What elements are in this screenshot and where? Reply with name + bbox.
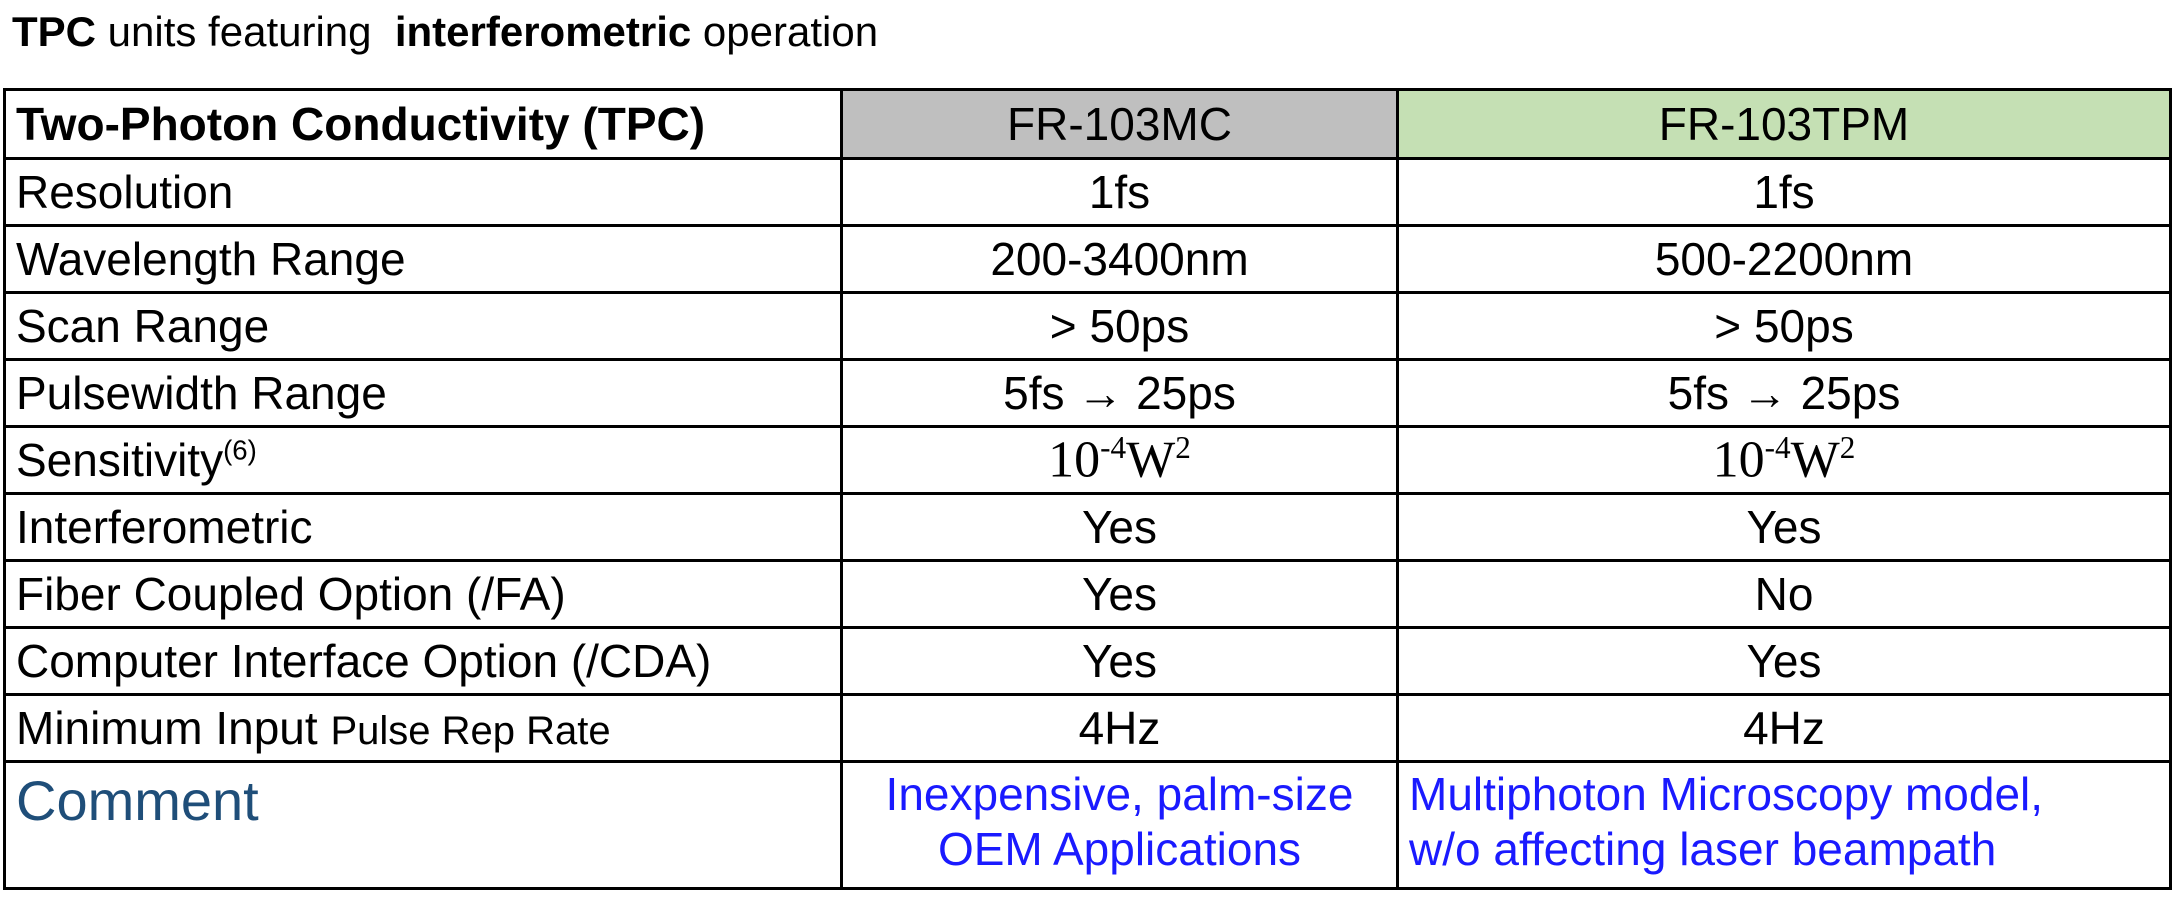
comment-line: Multiphoton Microscopy model, <box>1409 768 2044 820</box>
unit: W <box>1126 431 1176 489</box>
header-cell: Two-Photon Conductivity (TPC) <box>3 88 843 160</box>
row: Interferometric Yes Yes <box>3 492 2172 562</box>
cell: 1fs <box>840 157 1399 227</box>
label: Pulse Rep Rate <box>330 708 611 753</box>
cell: 4Hz <box>1396 693 2172 763</box>
unit: W <box>1790 431 1840 489</box>
cell: 5fs → 25ps <box>1396 358 2172 428</box>
header-cell: FR-103MC <box>840 88 1399 160</box>
header-cell: FR-103TPM <box>1396 88 2172 160</box>
cell: 5fs → 25ps <box>840 358 1399 428</box>
title-bold: interferometric <box>394 8 692 55</box>
exponent: -4 <box>1100 430 1127 466</box>
base: 10 <box>1712 431 1765 489</box>
comment-label: Comment <box>3 760 843 890</box>
exponent: -4 <box>1764 430 1791 466</box>
title: TPC units featuring interferometric oper… <box>12 8 878 56</box>
cell: Sensitivity(6) <box>3 425 843 495</box>
label: Minimum Input <box>16 701 331 754</box>
cell: Resolution <box>3 157 843 227</box>
cell: Pulsewidth Range <box>3 358 843 428</box>
cell: Minimum Input Pulse Rep Rate <box>3 693 843 763</box>
cell: 200-3400nm <box>840 224 1399 294</box>
cell: > 50ps <box>1396 291 2172 361</box>
cell: Interferometric <box>3 492 843 562</box>
cell: No <box>1396 559 2172 629</box>
row: Scan Range > 50ps > 50ps <box>3 291 2172 361</box>
base: 10 <box>1048 431 1101 489</box>
cell: Computer Interface Option (/CDA) <box>3 626 843 696</box>
row: Fiber Coupled Option (/FA) Yes No <box>3 559 2172 629</box>
row: Resolution 1fs 1fs <box>3 157 2172 227</box>
comment-line: w/o affecting laser beampath <box>1409 823 1997 876</box>
cell: Yes <box>1396 492 2172 562</box>
header-row: Two-Photon Conductivity (TPC) FR-103MC F… <box>3 88 2172 160</box>
title-text: units featuring <box>96 8 395 55</box>
cell: 4Hz <box>840 693 1399 763</box>
cell: > 50ps <box>840 291 1399 361</box>
row: Pulsewidth Range 5fs → 25ps 5fs → 25ps <box>3 358 2172 428</box>
row: Sensitivity(6) 10-4W2 10-4W2 <box>3 425 2172 495</box>
spec-table: Two-Photon Conductivity (TPC) FR-103MC F… <box>3 88 2172 890</box>
title-text: operation <box>691 8 879 55</box>
cell: Yes <box>840 626 1399 696</box>
cell: 10-4W2 <box>840 425 1399 495</box>
exponent: 2 <box>1839 430 1856 466</box>
comment-cell: Inexpensive, palm-size OEM Applications <box>840 760 1399 890</box>
cell: Wavelength Range <box>3 224 843 294</box>
cell: Yes <box>840 492 1399 562</box>
exponent: 2 <box>1175 430 1191 466</box>
row: Minimum Input Pulse Rep Rate 4Hz 4Hz <box>3 693 2172 763</box>
label: Sensitivity <box>16 433 224 486</box>
cell: 1fs <box>1396 157 2172 227</box>
cell: 10-4W2 <box>1396 425 2172 495</box>
cell: 500-2200nm <box>1396 224 2172 294</box>
title-bold: TPC <box>12 8 96 55</box>
row: Computer Interface Option (/CDA) Yes Yes <box>3 626 2172 696</box>
row: Wavelength Range 200-3400nm 500-2200nm <box>3 224 2172 294</box>
cell: Scan Range <box>3 291 843 361</box>
comment-line: Inexpensive, palm-size <box>885 768 1354 820</box>
comment-row: Comment Inexpensive, palm-size OEM Applica… <box>3 760 2172 890</box>
comment-cell: Multiphoton Microscopy model, w/o affecti… <box>1396 760 2172 890</box>
cell: Fiber Coupled Option (/FA) <box>3 559 843 629</box>
cell: Yes <box>840 559 1399 629</box>
cell: Yes <box>1396 626 2172 696</box>
footnote: (6) <box>223 434 257 466</box>
comment-line: OEM Applications <box>937 823 1302 876</box>
